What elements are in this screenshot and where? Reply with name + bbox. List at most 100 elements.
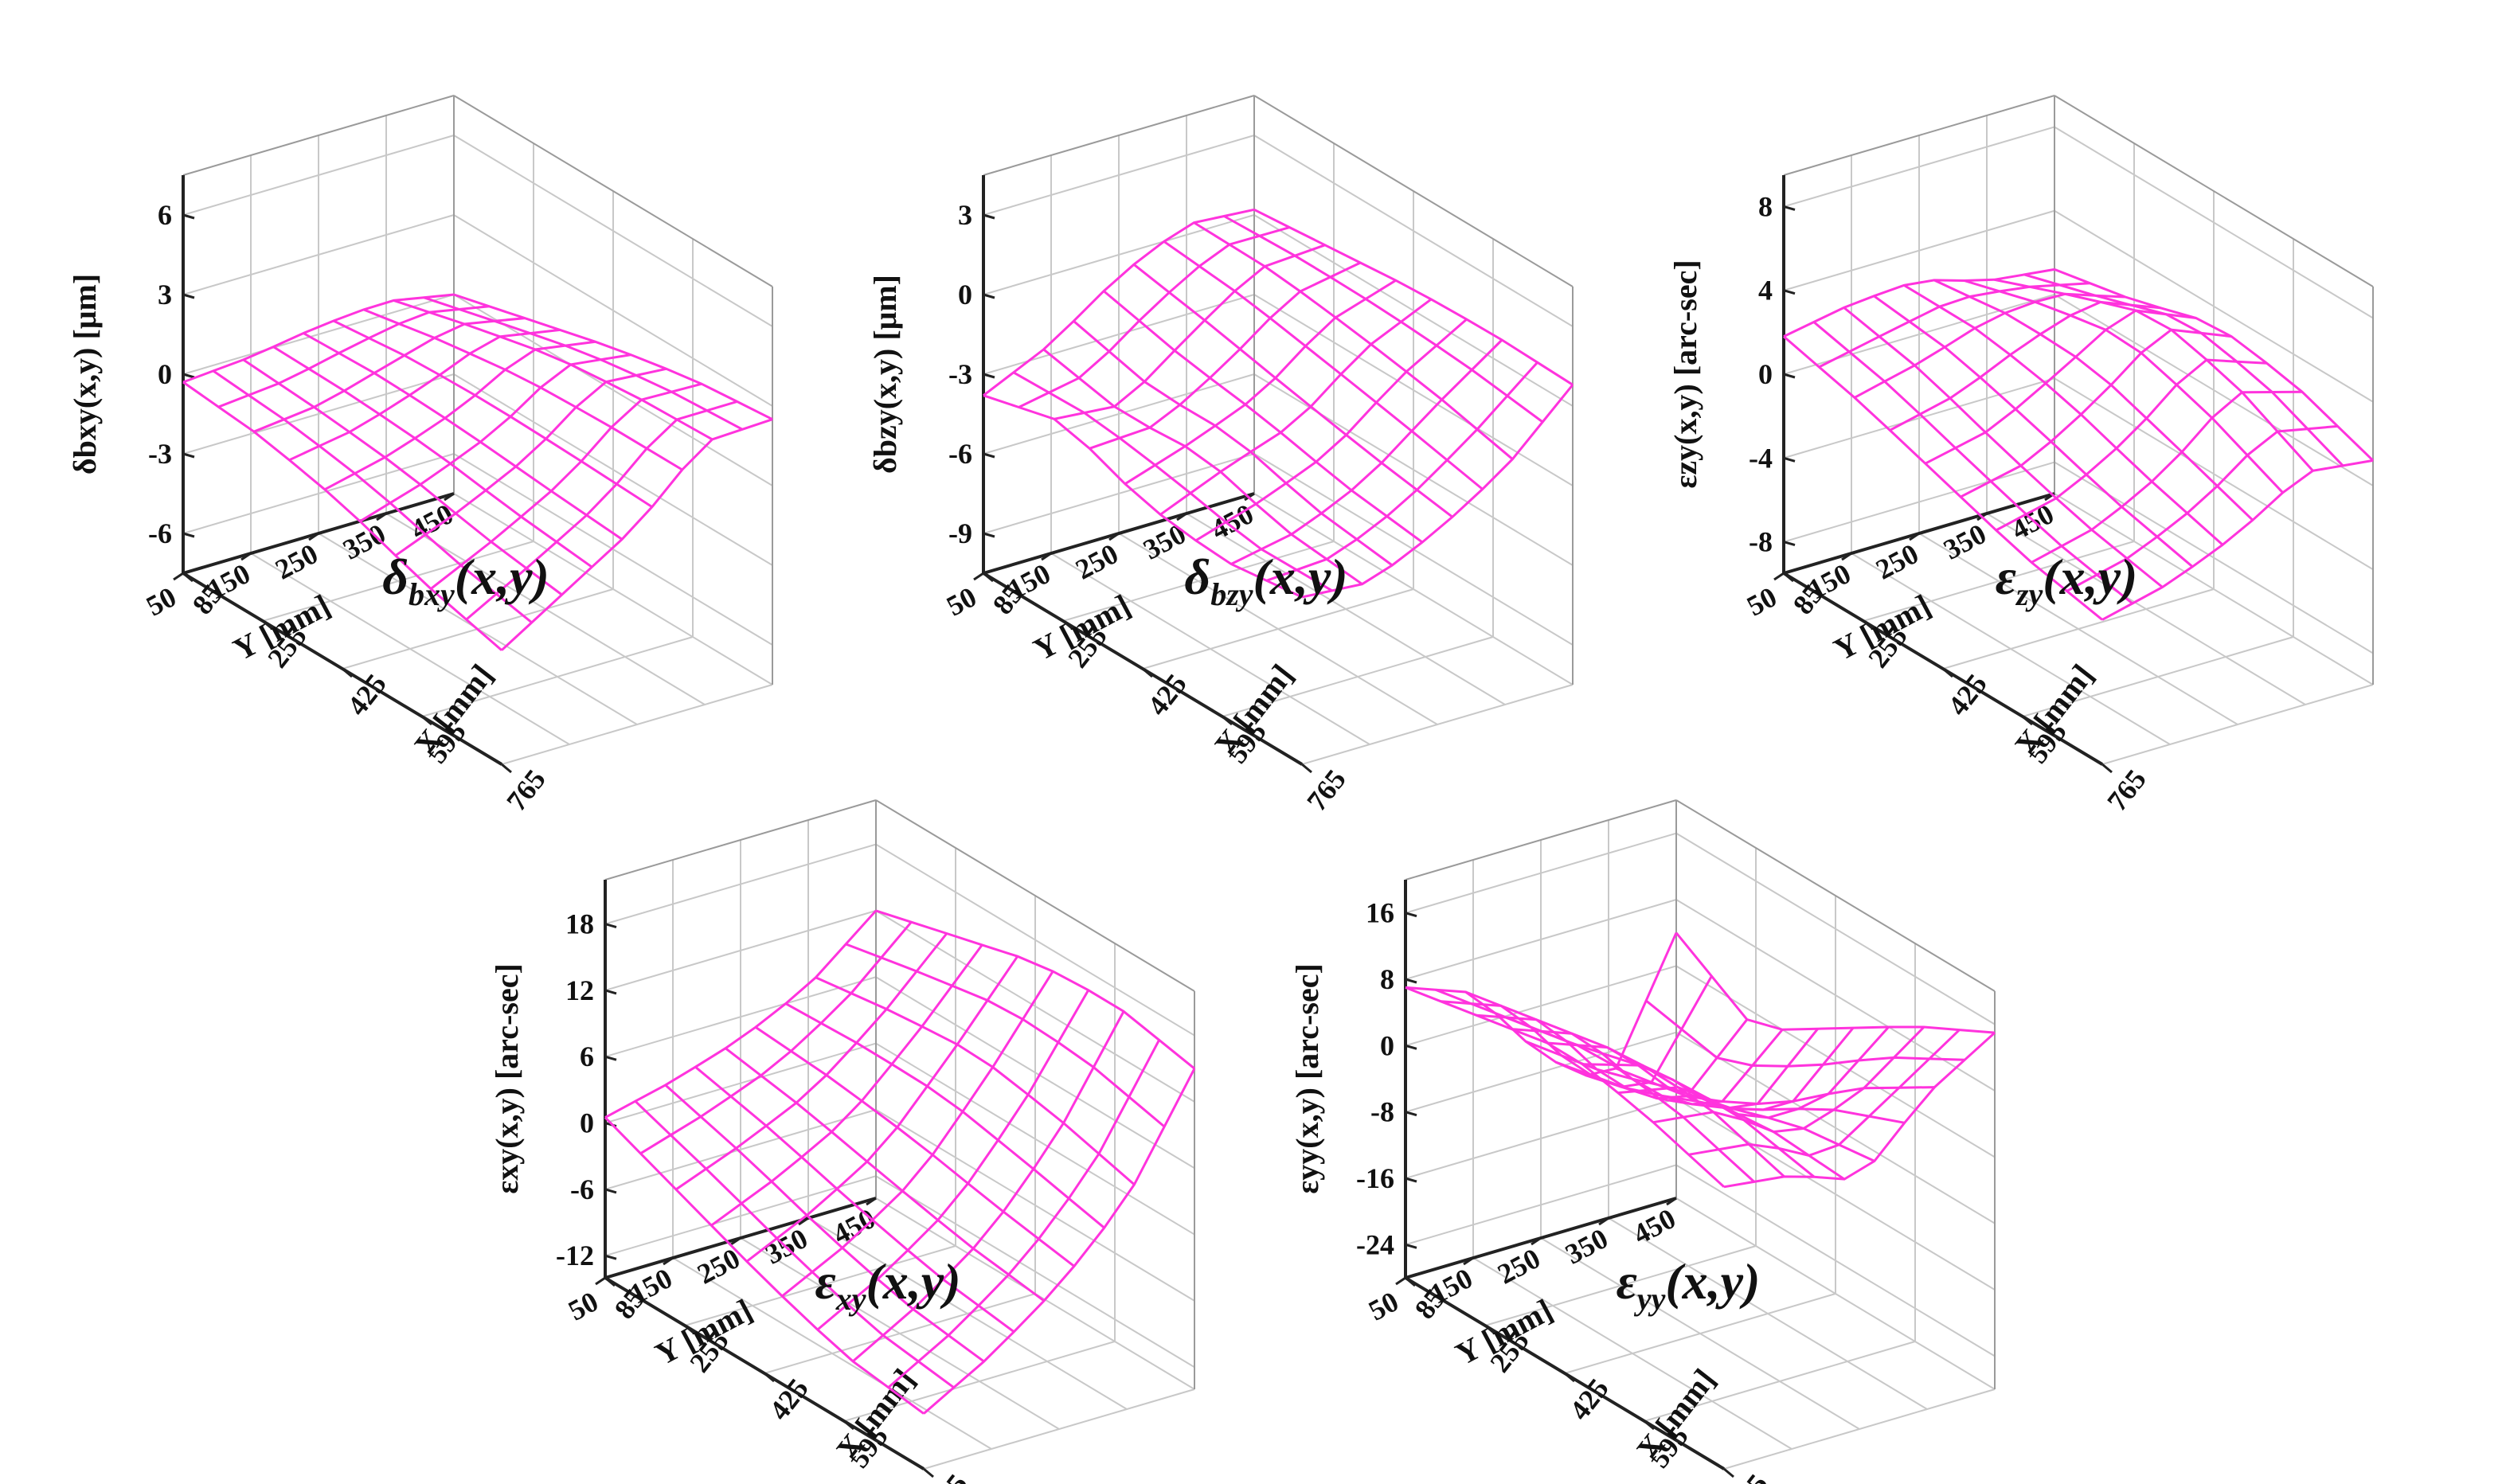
x-tick-label: 425: [1141, 668, 1193, 721]
mesh-line: [1854, 292, 2125, 399]
grid-line: [807, 1217, 1128, 1410]
y-tick: [1666, 1197, 1677, 1206]
z-tick-label: 3: [958, 199, 972, 231]
grid-line: [604, 976, 877, 1058]
z-tick: [604, 1055, 617, 1061]
mesh-line: [1652, 1025, 1925, 1134]
grid-line: [983, 214, 1255, 295]
x-tick: [764, 1372, 775, 1383]
grid-line: [1472, 1257, 1793, 1450]
z-tick-label: -6: [948, 438, 972, 470]
mesh-line: [1405, 986, 1726, 1188]
mesh-line: [1476, 1013, 1749, 1100]
mesh-line: [745, 955, 1019, 1263]
mesh-line: [1617, 1025, 1890, 1119]
y-tick: [240, 552, 252, 561]
z-tick: [983, 452, 995, 459]
z-tick-label: 0: [158, 358, 172, 390]
y-tick: [173, 572, 184, 581]
mesh-line: [363, 308, 683, 471]
z-axis-label: δbxy(x,y) [μm]: [67, 274, 103, 474]
mesh-line: [2023, 273, 2344, 467]
grid-line: [1783, 209, 2055, 291]
mesh-line: [1159, 298, 1433, 516]
grid-line: [1608, 1217, 1928, 1410]
grid-line: [1253, 373, 1574, 566]
mesh-line: [887, 1039, 1160, 1388]
surface-mesh: [604, 909, 1196, 1415]
mesh-line: [1525, 1040, 1845, 1181]
z-tick-label: 12: [565, 974, 594, 1006]
y-tick: [1463, 1256, 1474, 1266]
grid-line: [1253, 294, 1574, 486]
mesh-line: [2066, 424, 2338, 592]
mesh-line: [784, 1002, 1105, 1229]
x-tick: [421, 715, 432, 726]
x-tick: [1222, 715, 1233, 726]
grid-line: [1540, 1237, 1860, 1430]
mesh-line: [781, 970, 1054, 1298]
z-tick: [1783, 541, 1796, 546]
mesh-line: [1675, 931, 1996, 1034]
box-edge: [1405, 799, 1677, 881]
grid-line: [1675, 1197, 1996, 1390]
mesh-line: [217, 305, 490, 408]
mesh-line: [1783, 268, 2055, 338]
z-tick-label: -3: [948, 358, 972, 390]
mesh-line: [1163, 240, 1484, 490]
grid-line: [604, 909, 877, 991]
mesh-line: [1194, 318, 1468, 542]
grid-line: [1918, 533, 2238, 725]
x-tick-label: 765: [1722, 1468, 1774, 1484]
box-edge: [983, 95, 1255, 176]
z-tick-label: -16: [1356, 1162, 1394, 1194]
mesh-line: [182, 381, 502, 651]
box-edge: [182, 95, 455, 176]
y-tick-label: 50: [941, 580, 982, 622]
grid-line: [875, 843, 1195, 1037]
mesh-line: [1124, 279, 1397, 486]
mesh-line: [1435, 988, 1755, 1183]
mesh-line: [1301, 384, 1574, 599]
grid-line: [1405, 1164, 1677, 1246]
mesh-line: [1903, 284, 2224, 546]
z-tick: [604, 923, 617, 928]
z-tick-label: -9: [948, 517, 972, 549]
grid-line: [1675, 1031, 1996, 1224]
grid-line: [604, 1108, 877, 1190]
z-tick-label: 8: [1758, 190, 1773, 222]
mesh-line: [1645, 999, 1965, 1068]
surface-plot-eyy: -24-16-808165015025035045085255425595765…: [1289, 799, 1996, 1484]
mesh-line: [852, 1010, 1125, 1363]
plot-title: εyy(x,y): [1617, 1253, 1761, 1317]
mesh-line: [1042, 348, 1363, 585]
x-tick: [1783, 572, 1794, 583]
mesh-line: [634, 1100, 955, 1389]
mesh-line: [875, 909, 1195, 1070]
mesh-line: [675, 932, 948, 1191]
mesh-line: [694, 1066, 1015, 1334]
x-tick: [604, 1276, 616, 1287]
mesh-line: [242, 358, 563, 596]
grid-line: [182, 214, 455, 295]
mesh-line: [639, 921, 913, 1155]
grid-line: [1783, 461, 2055, 543]
grid-line: [182, 294, 455, 375]
y-tick: [308, 532, 319, 541]
grid-line: [604, 1042, 877, 1124]
y-tick: [1531, 1236, 1542, 1246]
z-tick: [1783, 205, 1796, 211]
z-tick: [1783, 456, 1796, 463]
z-tick: [604, 1188, 617, 1194]
z-axis-label: εxy(x,y) [arc-sec]: [489, 963, 525, 1194]
y-tick-label: 50: [1742, 580, 1782, 622]
grid-line: [875, 1175, 1195, 1369]
grid-line: [1186, 513, 1506, 705]
grid-line: [1405, 832, 1677, 914]
z-axis-label: δbzy(x,y) [μm]: [867, 275, 903, 474]
z-tick-label: -6: [570, 1174, 594, 1205]
mesh-line: [983, 394, 1303, 599]
z-tick: [983, 373, 995, 379]
grid-line: [983, 453, 1255, 534]
